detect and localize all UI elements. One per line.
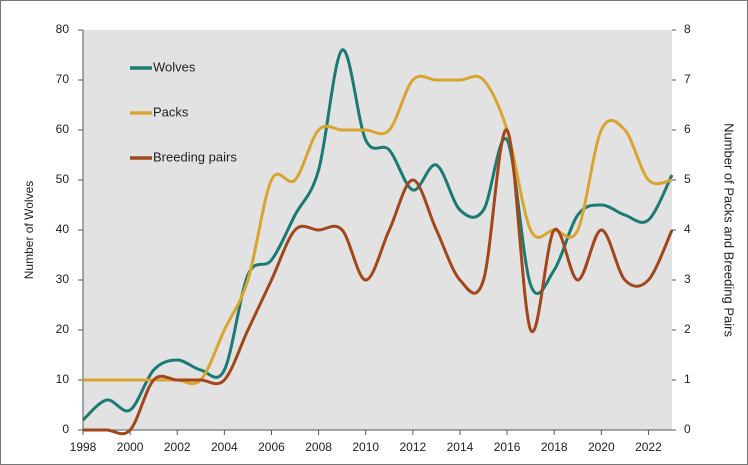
y2-tick-label: 0 xyxy=(684,422,691,436)
y2-tick-label: 2 xyxy=(684,322,691,336)
y2-tick-label: 6 xyxy=(684,122,691,136)
legend-label: Breeding pairs xyxy=(153,149,237,164)
y-tick-label: 30 xyxy=(56,272,70,286)
y-tick-label: 60 xyxy=(56,122,70,136)
x-tick-label: 2002 xyxy=(164,440,191,454)
y-tick-label: 20 xyxy=(56,322,70,336)
y2-tick-label: 1 xyxy=(684,372,691,386)
y2-tick-label: 7 xyxy=(684,72,691,86)
series-line xyxy=(83,128,674,436)
plot-area xyxy=(83,30,672,430)
y2-axis-label: Number of Packs and Breeding Pairs xyxy=(722,123,737,337)
x-tick-label: 2020 xyxy=(588,440,615,454)
y2-tick-label: 5 xyxy=(684,172,691,186)
y2-tick-label: 4 xyxy=(684,222,691,236)
y-tick-label: 70 xyxy=(56,72,70,86)
x-tick-label: 1998 xyxy=(70,440,97,454)
x-tick-label: 2022 xyxy=(635,440,662,454)
x-tick-label: 2010 xyxy=(352,440,379,454)
y-axis-label: Number of Wolves xyxy=(22,181,36,279)
x-tick-label: 2014 xyxy=(447,440,474,454)
x-tick-label: 2006 xyxy=(258,440,285,454)
x-tick-label: 2012 xyxy=(399,440,426,454)
x-tick-label: 2018 xyxy=(541,440,568,454)
legend-label: Packs xyxy=(153,104,189,119)
x-tick-label: 2000 xyxy=(117,440,144,454)
legend-label: Wolves xyxy=(153,59,196,74)
x-tick-label: 2008 xyxy=(305,440,332,454)
y2-tick-label: 8 xyxy=(684,22,691,36)
y2-tick-label: 3 xyxy=(684,272,691,286)
x-tick-label: 2016 xyxy=(494,440,521,454)
y-tick-label: 0 xyxy=(62,422,69,436)
y-tick-label: 80 xyxy=(56,22,70,36)
y-tick-label: 40 xyxy=(56,222,70,236)
y-tick-label: 50 xyxy=(56,172,70,186)
x-tick-label: 2004 xyxy=(211,440,238,454)
y-tick-label: 10 xyxy=(56,372,70,386)
